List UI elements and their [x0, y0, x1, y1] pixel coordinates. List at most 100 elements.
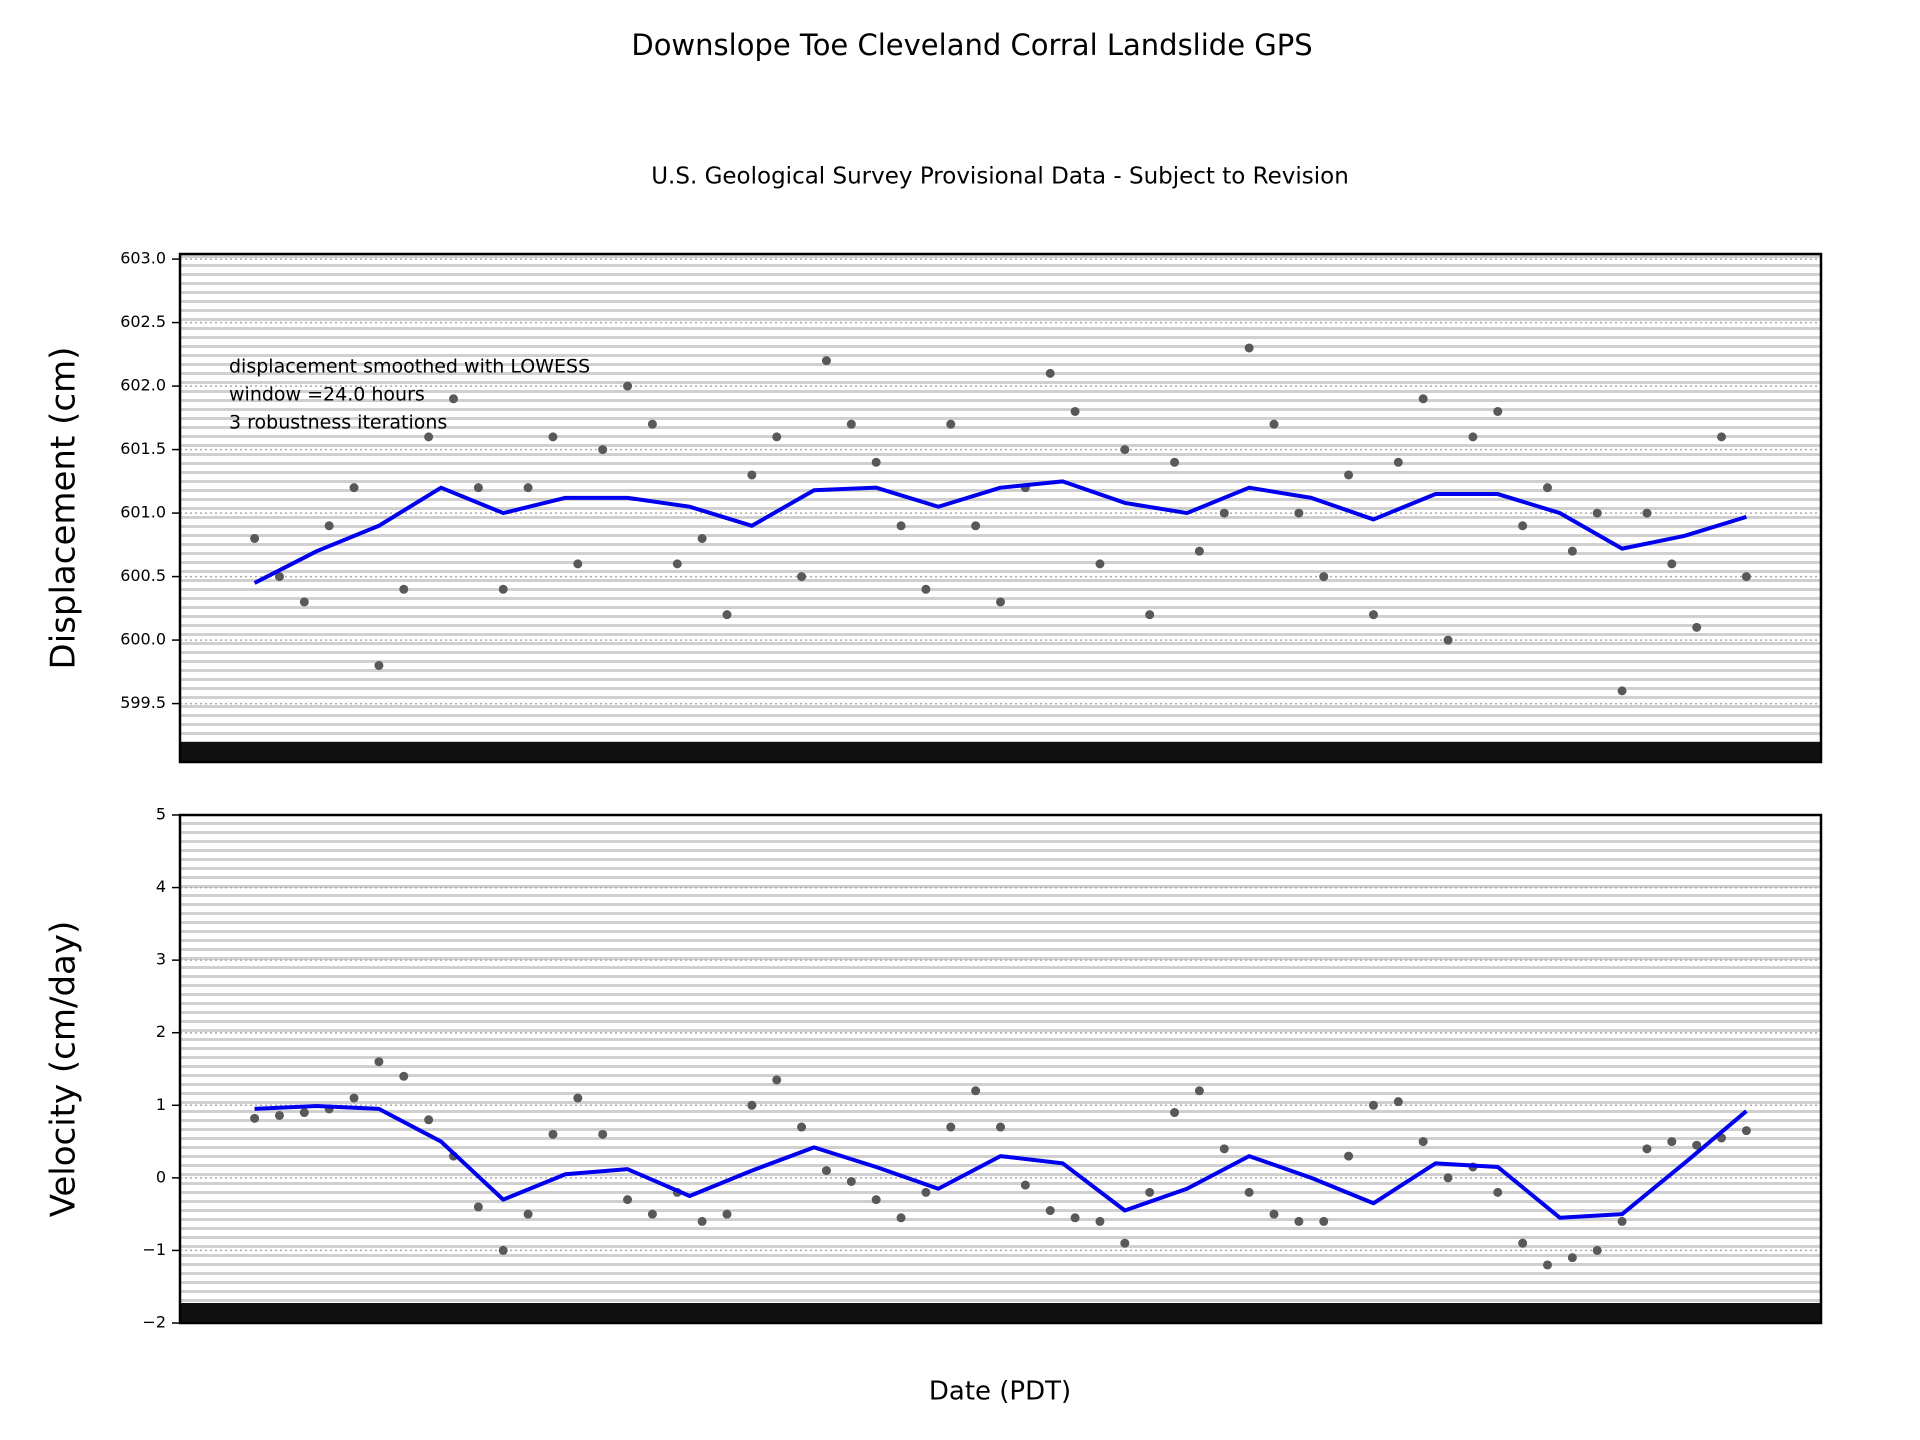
data-point [324, 521, 334, 531]
data-point [1294, 508, 1304, 518]
data-point [1667, 559, 1677, 569]
y-tick-label: 599.5 [120, 693, 166, 712]
data-point [1617, 1216, 1627, 1226]
data-point [1741, 1126, 1751, 1136]
y-tick-label: 1 [156, 1095, 166, 1114]
data-point [996, 597, 1005, 607]
data-point [523, 1209, 533, 1219]
data-point [647, 419, 657, 429]
data-point [1642, 1144, 1652, 1154]
data-point [1567, 546, 1577, 556]
x-axis-label: Date (PDT) [929, 1377, 1071, 1407]
data-point [1269, 419, 1279, 429]
data-point [1592, 1245, 1602, 1255]
y-tick-label: 602.0 [120, 376, 166, 395]
y-tick-label: −1 [142, 1240, 166, 1259]
data-point [1145, 610, 1155, 620]
data-point [1194, 546, 1204, 556]
annotation: displacement smoothed with LOWESS [229, 356, 590, 378]
y-tick-label: 600.5 [120, 566, 166, 585]
data-point [1493, 406, 1503, 416]
data-point [548, 1129, 558, 1139]
data-point [1219, 1144, 1229, 1154]
data-point [1393, 457, 1403, 467]
data-point [647, 1209, 657, 1219]
data-point [871, 1195, 881, 1205]
data-point [274, 1110, 284, 1120]
data-point [1294, 1216, 1304, 1226]
data-point [1095, 559, 1105, 569]
y-tick-label: 5 [156, 805, 166, 824]
data-point [1020, 1180, 1030, 1190]
data-point [971, 521, 981, 531]
plot-background [180, 254, 1821, 762]
data-point [1070, 1213, 1080, 1223]
data-point [1518, 1238, 1528, 1248]
data-point [1344, 1151, 1354, 1161]
data-point [1642, 508, 1652, 518]
plot-frame [178, 252, 1823, 764]
data-point [399, 1071, 409, 1081]
data-point [1095, 1216, 1105, 1226]
data-point [722, 1209, 732, 1219]
data-point [1418, 394, 1428, 404]
data-point [772, 1075, 782, 1085]
smoothed-line [253, 479, 1747, 585]
figure-subtitle: U.S. Geological Survey Provisional Data … [651, 164, 1349, 190]
data-point [1045, 1206, 1055, 1216]
data-point [1244, 1187, 1254, 1197]
data-point [1145, 1187, 1155, 1197]
y-tick-label: 0 [156, 1167, 166, 1186]
y-tick-label: −2 [142, 1313, 166, 1332]
data-point [747, 470, 757, 480]
data-point [424, 432, 434, 442]
data-point [548, 432, 558, 442]
data-point [747, 1100, 757, 1110]
data-point [250, 533, 260, 543]
data-point [946, 1122, 956, 1132]
data-point [821, 356, 831, 366]
data-point [1692, 622, 1702, 632]
data-point [299, 597, 309, 607]
data-point [1543, 1260, 1552, 1270]
data-point [921, 584, 931, 594]
data-point [1244, 343, 1254, 353]
data-point [573, 1093, 583, 1103]
data-point [1368, 1100, 1378, 1110]
data-point [896, 521, 906, 531]
data-point [498, 584, 508, 594]
data-point [598, 445, 608, 455]
data-point [722, 610, 732, 620]
data-point [473, 1202, 483, 1212]
data-point [449, 394, 458, 404]
data-point [1543, 483, 1552, 493]
data-point [498, 1245, 508, 1255]
data-point [996, 1122, 1005, 1132]
y-tick-label: 601.0 [120, 503, 166, 522]
y-tick-label: 600.0 [120, 630, 166, 649]
data-point [1219, 508, 1229, 518]
data-point [274, 572, 284, 582]
data-point [797, 1122, 807, 1132]
data-point [1418, 1137, 1428, 1147]
data-point [573, 559, 583, 569]
data-point [697, 1216, 707, 1226]
plot-area [250, 343, 1751, 696]
y-tick-label: 602.5 [120, 312, 166, 331]
y-tick-label: 4 [156, 877, 166, 896]
data-point [971, 1086, 981, 1096]
data-point [523, 483, 533, 493]
data-point [1617, 686, 1627, 696]
data-point [1269, 1209, 1279, 1219]
plot-bottom-band [180, 742, 1821, 762]
data-point [374, 1057, 384, 1067]
data-point [896, 1213, 906, 1223]
plot-area [250, 1057, 1751, 1270]
y-axis-label: Velocity (cm/day) [44, 921, 84, 1218]
data-point [1692, 1140, 1702, 1150]
plot-frame [178, 813, 1823, 1325]
data-point [921, 1187, 931, 1197]
data-point [1493, 1187, 1503, 1197]
data-point [623, 1195, 633, 1205]
